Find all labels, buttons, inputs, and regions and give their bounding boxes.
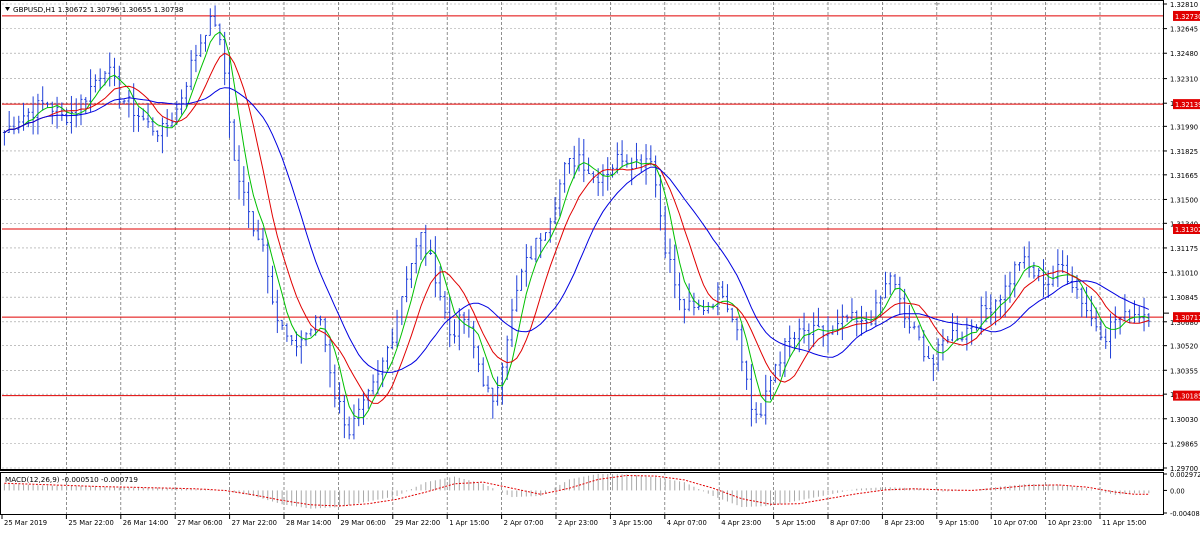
time-tick-label: 10 Apr 23:00: [1048, 519, 1092, 527]
triangle-down-icon[interactable]: [5, 7, 10, 11]
level-label-bg: [1173, 99, 1200, 110]
price-tick-label: 1.32810: [1170, 1, 1198, 9]
time-tick-label: 4 Apr 23:00: [721, 519, 761, 527]
moving-average-line: [4, 87, 1150, 373]
time-axis: 25 Mar 2019 25 Mar 22:00 26 Mar 14:00 27 Ma…: [1, 515, 1146, 527]
time-tick-label: 8 Apr 23:00: [884, 519, 924, 527]
level-label-bg: [1173, 390, 1200, 401]
time-tick-label: 29 Mar 22:00: [395, 519, 440, 527]
time-tick-label: 8 Apr 07:00: [830, 519, 870, 527]
moving-average-line: [4, 52, 1149, 404]
chart-title: GBPUSD,H1 1.30672 1.30796 1.30655 1.3073…: [13, 5, 184, 14]
price-tick-label: 1.30520: [1170, 343, 1198, 351]
time-tick-label: 10 Apr 07:00: [993, 519, 1037, 527]
time-tick-label: 1 Apr 15:00: [449, 519, 489, 527]
macd-panel: [3, 473, 1150, 509]
price-tick-label: 1.30845: [1170, 294, 1198, 302]
time-tick-label: 9 Apr 15:00: [939, 519, 979, 527]
level-label: 1.31302: [1175, 226, 1200, 234]
price-tick-label: 1.31825: [1170, 148, 1198, 156]
time-tick-label: 4 Apr 07:00: [667, 519, 707, 527]
price-tick-label: 1.31175: [1170, 245, 1198, 253]
time-tick-label: 27 Mar 06:00: [177, 519, 222, 527]
time-tick-label: 3 Apr 15:00: [612, 519, 652, 527]
price-tick-label: 1.31990: [1170, 123, 1198, 131]
level-label-bg: [1173, 312, 1200, 323]
price-bars: [2, 5, 1151, 440]
horizontal-levels: [2, 15, 1163, 397]
time-tick-label: 11 Apr 15:00: [1102, 519, 1146, 527]
chart-shift-icon[interactable]: [934, 3, 940, 6]
macd-title: MACD(12,26,9) -0.000510 -0.000719: [5, 475, 138, 484]
time-tick-label: 25 Mar 22:00: [68, 519, 113, 527]
price-tick-label: 1.30355: [1170, 367, 1198, 375]
moving-average-line: [4, 31, 1149, 419]
price-tick-label: 1.32480: [1170, 50, 1198, 58]
level-label: 1.30185: [1175, 393, 1200, 401]
time-tick-label: 28 Mar 14:00: [286, 519, 331, 527]
level-label: 1.32139: [1175, 101, 1200, 109]
grid: [2, 2, 1163, 515]
macd-signal-line: [4, 474, 1149, 507]
symbol-header: GBPUSD,H1 1.30672 1.30796 1.30655 1.3073…: [5, 5, 184, 14]
level-label: 1.30711: [1175, 314, 1200, 322]
macd-tick-label: -0.00408: [1170, 510, 1200, 518]
level-label: 1.32730: [1175, 13, 1200, 21]
price-tick-label: 1.30030: [1170, 416, 1198, 424]
price-tick-label: 1.30680: [1170, 319, 1198, 327]
time-tick-label: 26 Mar 14:00: [123, 519, 168, 527]
time-tick-label: 25 Mar 2019: [4, 519, 47, 527]
price-tick-label: 1.32310: [1170, 76, 1198, 84]
macd-axis: 0.002972 0.00 -0.00408: [1163, 471, 1200, 518]
time-tick-label: 29 Mar 06:00: [340, 519, 385, 527]
macd-tick-label: 0.002972: [1170, 471, 1200, 479]
time-tick-label: 27 Mar 22:00: [232, 519, 277, 527]
price-tick-label: 1.29865: [1170, 440, 1198, 448]
price-tick-label: 1.32645: [1170, 26, 1198, 34]
time-tick-label: 5 Apr 15:00: [776, 519, 816, 527]
price-tick-label: 1.29700: [1170, 465, 1198, 473]
time-tick-label: 2 Apr 07:00: [504, 519, 544, 527]
moving-averages: [4, 31, 1150, 419]
pane-frames: [0, 0, 1164, 515]
level-label-bg: [1173, 10, 1200, 21]
level-label-bg: [1173, 223, 1200, 234]
price-tick-label: 1.31010: [1170, 270, 1198, 278]
price-tick-label: 1.31500: [1170, 196, 1198, 204]
macd-tick-label: 0.00: [1170, 487, 1185, 495]
price-tick-label: 1.31665: [1170, 172, 1198, 180]
price-axis: 1.328101.326451.324801.323101.321451.319…: [1163, 1, 1200, 473]
macd-pane-frame: [0, 472, 1164, 515]
time-tick-label: 2 Apr 23:00: [558, 519, 598, 527]
